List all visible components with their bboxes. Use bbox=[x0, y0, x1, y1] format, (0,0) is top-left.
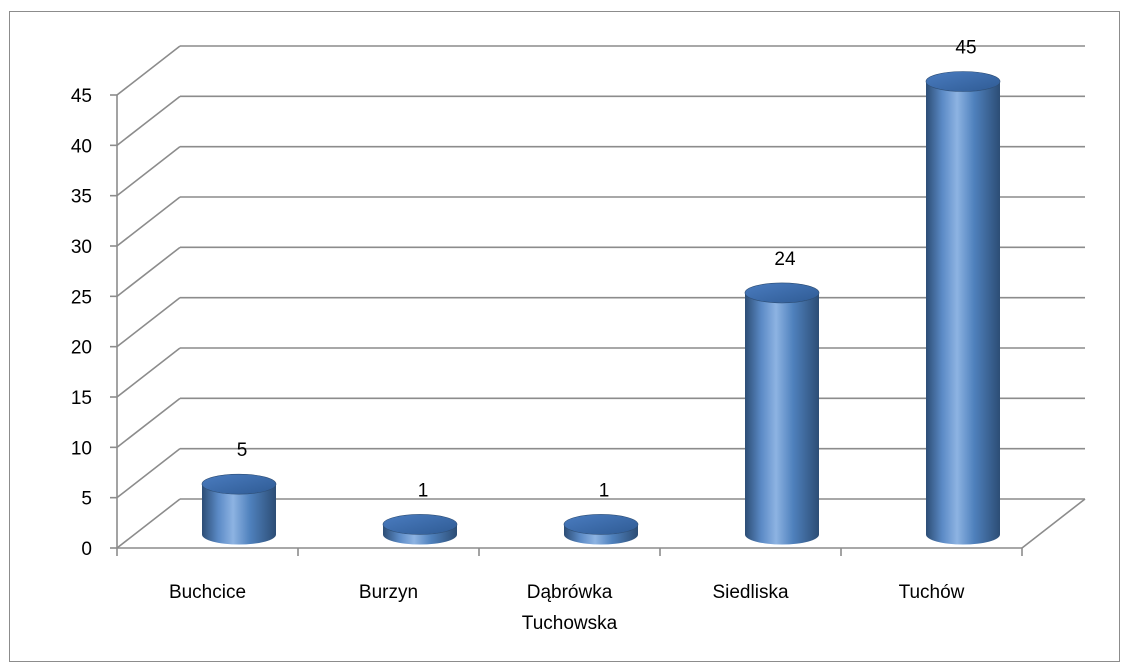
data-label: 5 bbox=[237, 440, 248, 461]
category-label-line: Siedliska bbox=[712, 582, 788, 603]
gridline-diagonal bbox=[116, 347, 181, 398]
gridline-diagonal bbox=[116, 297, 181, 348]
gridline-diagonal bbox=[116, 95, 181, 146]
bar-cylinder-1 bbox=[201, 473, 277, 545]
gridline-diagonal bbox=[116, 498, 181, 549]
y-tick-label: 45 bbox=[71, 86, 92, 107]
bar-top bbox=[201, 473, 277, 495]
y-tick-label: 0 bbox=[81, 539, 92, 560]
bar-body bbox=[745, 292, 819, 545]
y-tick-label: 10 bbox=[71, 438, 92, 459]
bar-cylinder-3 bbox=[563, 514, 639, 545]
category-label-line: Tuchów bbox=[899, 582, 965, 603]
data-label: 1 bbox=[599, 480, 610, 501]
y-tick-label: 20 bbox=[71, 338, 92, 359]
floor-right-edge bbox=[1021, 498, 1086, 549]
bar-top bbox=[925, 71, 1001, 92]
gridline-diagonal bbox=[116, 146, 181, 197]
gridline-diagonal bbox=[116, 196, 181, 247]
category-label: Dąbrówka Tuchowska bbox=[522, 582, 618, 634]
bar-body bbox=[926, 81, 1000, 545]
data-label: 45 bbox=[955, 38, 976, 59]
category-label-line: Buchcice bbox=[169, 582, 246, 603]
bar-cylinder-2 bbox=[382, 514, 458, 545]
gridline-diagonal bbox=[116, 397, 181, 448]
data-label: 24 bbox=[774, 249, 796, 270]
gridline-diagonal bbox=[116, 45, 181, 96]
bar-layer bbox=[201, 71, 1001, 545]
category-label-line: Dąbrówka bbox=[527, 582, 613, 603]
data-label: 1 bbox=[418, 480, 429, 501]
category-label: Siedliska bbox=[712, 582, 788, 603]
y-tick-label: 30 bbox=[71, 237, 92, 258]
bar-top bbox=[563, 514, 639, 535]
category-label: Buchcice bbox=[169, 582, 246, 603]
y-tick-label: 35 bbox=[71, 187, 92, 208]
axis-layer bbox=[110, 94, 1023, 556]
gridline-diagonal bbox=[116, 246, 181, 297]
y-tick-label: 40 bbox=[71, 136, 92, 157]
category-label-line: Burzyn bbox=[359, 582, 418, 603]
bar-top bbox=[744, 282, 820, 304]
category-label-line: Tuchowska bbox=[522, 613, 618, 634]
category-label: Burzyn bbox=[359, 582, 418, 603]
y-tick-label: 15 bbox=[71, 388, 92, 409]
bar-cylinder-5 bbox=[925, 71, 1001, 545]
category-label: Tuchów bbox=[899, 582, 965, 603]
bar-cylinder-4 bbox=[744, 282, 820, 545]
y-tick-label: 25 bbox=[71, 287, 92, 308]
y-tick-label: 5 bbox=[81, 489, 92, 510]
label-layer: 0 5 10 15 20 25 30 35 40 45 5 1 1 24 45 Buchcice Burzyn D… bbox=[71, 38, 977, 635]
bar-body bbox=[202, 484, 276, 545]
bar-top bbox=[382, 514, 458, 535]
gridline-diagonal bbox=[116, 448, 181, 499]
